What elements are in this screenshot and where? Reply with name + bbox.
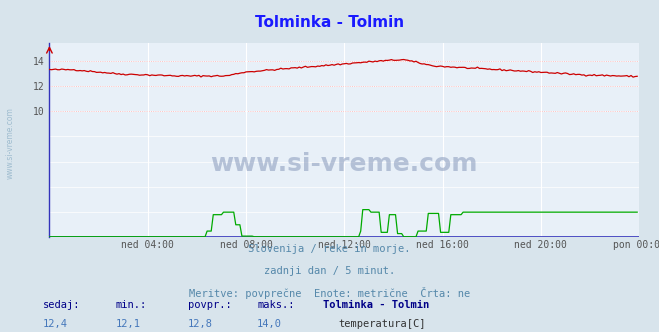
Text: povpr.:: povpr.: [188,300,231,310]
Text: Slovenija / reke in morje.: Slovenija / reke in morje. [248,244,411,254]
Text: temperatura[C]: temperatura[C] [339,319,426,329]
Text: sedaj:: sedaj: [43,300,80,310]
Text: Tolminka - Tolmin: Tolminka - Tolmin [255,15,404,30]
Text: 12,4: 12,4 [43,319,68,329]
Text: min.:: min.: [115,300,146,310]
Text: 14,0: 14,0 [257,319,282,329]
Text: www.si-vreme.com: www.si-vreme.com [5,107,14,179]
Text: 12,8: 12,8 [188,319,213,329]
Text: 12,1: 12,1 [115,319,140,329]
Text: zadnji dan / 5 minut.: zadnji dan / 5 minut. [264,266,395,276]
Text: Meritve: povprečne  Enote: metrične  Črta: ne: Meritve: povprečne Enote: metrične Črta:… [189,287,470,299]
Text: maks.:: maks.: [257,300,295,310]
Text: Tolminka - Tolmin: Tolminka - Tolmin [323,300,429,310]
Text: www.si-vreme.com: www.si-vreme.com [211,152,478,176]
